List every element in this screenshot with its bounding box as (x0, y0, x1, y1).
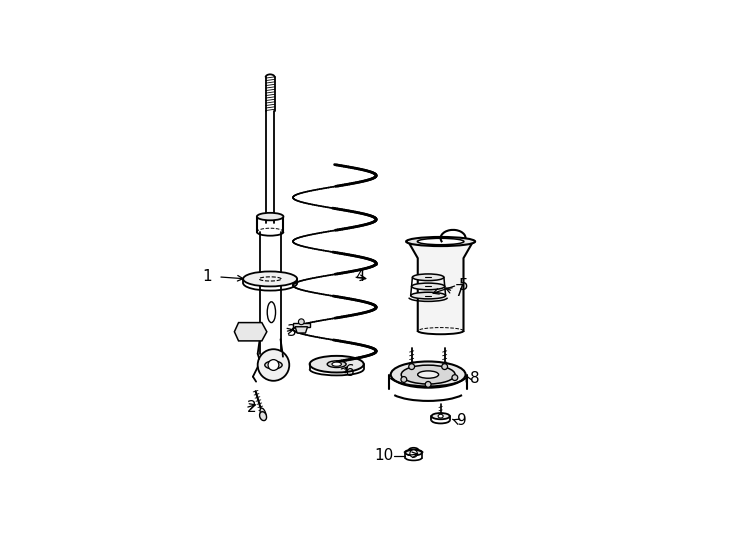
Polygon shape (260, 232, 280, 354)
Ellipse shape (310, 356, 364, 373)
Ellipse shape (438, 414, 443, 418)
Ellipse shape (413, 274, 444, 281)
Ellipse shape (412, 283, 445, 290)
Circle shape (425, 381, 431, 387)
Circle shape (401, 376, 407, 382)
Ellipse shape (390, 361, 465, 388)
Circle shape (409, 364, 415, 369)
Text: 9: 9 (457, 413, 467, 428)
Ellipse shape (327, 361, 346, 368)
Text: 7: 7 (455, 284, 465, 299)
Ellipse shape (260, 411, 266, 421)
Ellipse shape (432, 413, 450, 419)
Text: 2: 2 (247, 400, 257, 415)
Polygon shape (257, 217, 283, 232)
Text: 10: 10 (375, 448, 394, 463)
Polygon shape (408, 241, 473, 331)
Text: 8: 8 (470, 371, 479, 386)
Ellipse shape (265, 361, 282, 369)
Circle shape (452, 375, 458, 381)
Text: 3: 3 (287, 324, 297, 339)
Ellipse shape (401, 365, 455, 384)
Circle shape (299, 319, 304, 325)
Ellipse shape (257, 213, 283, 220)
Polygon shape (295, 327, 308, 333)
Polygon shape (234, 322, 267, 341)
Circle shape (268, 360, 279, 370)
Text: 1: 1 (203, 269, 212, 285)
Ellipse shape (243, 272, 297, 286)
Text: 6: 6 (345, 364, 355, 379)
Ellipse shape (405, 450, 422, 455)
Circle shape (258, 349, 289, 381)
Ellipse shape (418, 238, 464, 245)
Ellipse shape (411, 292, 446, 299)
Text: 5: 5 (459, 278, 469, 293)
Text: 4: 4 (355, 269, 365, 285)
Polygon shape (293, 322, 310, 327)
Ellipse shape (260, 408, 266, 418)
Ellipse shape (332, 362, 341, 366)
Ellipse shape (418, 371, 439, 378)
Ellipse shape (406, 237, 475, 246)
Ellipse shape (267, 302, 275, 322)
Circle shape (442, 364, 448, 369)
Circle shape (410, 450, 418, 457)
